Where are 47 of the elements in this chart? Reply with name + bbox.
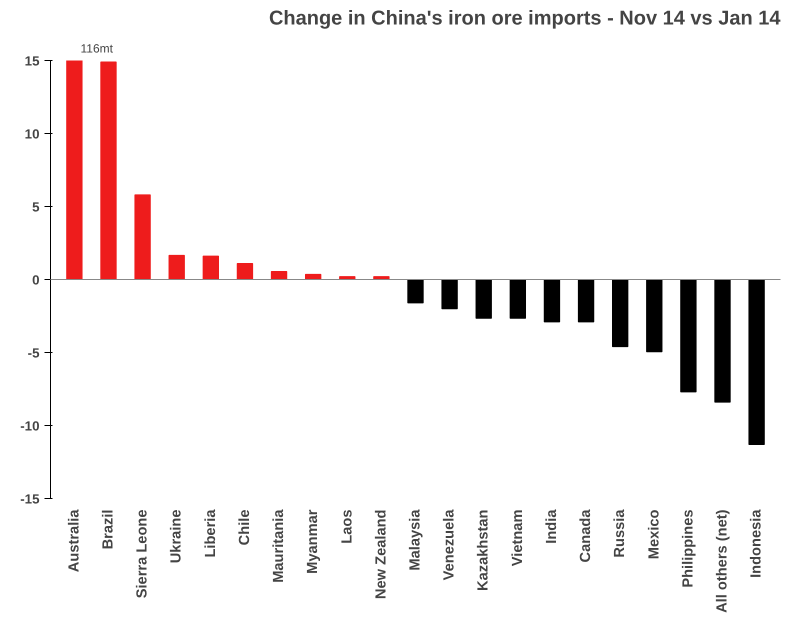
x-tick-label: Sierra Leone (134, 509, 151, 598)
x-tick-label: Venezuela (442, 508, 458, 580)
bar (510, 279, 526, 319)
y-tick-label: -5 (28, 346, 40, 360)
x-tick-label: Australia (66, 508, 82, 572)
y-tick-label: 5 (32, 200, 40, 214)
y-tick-label: 15 (24, 54, 40, 68)
bar (407, 279, 424, 304)
x-tick-label: Mexico (646, 509, 662, 560)
x-tick-label: Russia (612, 508, 628, 558)
bar (134, 194, 151, 280)
chart-title: Change in China's iron ore imports - Nov 14 vs Jan 14 (268, 8, 782, 30)
x-tick-label: Indonesia (748, 508, 765, 578)
y-tick-label: -15 (20, 492, 40, 506)
bar (544, 279, 560, 322)
bar (66, 60, 83, 280)
bar (748, 279, 765, 445)
y-tick-label: 10 (24, 126, 40, 142)
x-tick-label: New Zealand (373, 509, 390, 600)
bar (236, 262, 254, 280)
bar (646, 279, 662, 352)
x-tick-label: Philippines (680, 509, 696, 588)
x-tick-label: Kazakhstan (476, 509, 492, 591)
x-tick-label: Laos (339, 509, 356, 544)
x-tick-label: Canada (578, 508, 594, 562)
bar (168, 254, 185, 280)
x-tick-label: Ukraine (168, 509, 185, 564)
text: 116mt (80, 42, 114, 56)
bar (714, 279, 731, 403)
y-tick-label: 0 (32, 272, 40, 288)
x-tick-label: India (544, 508, 560, 544)
bar (441, 279, 458, 310)
x-tick-label: Chile (236, 509, 253, 546)
bar (476, 279, 492, 319)
x-tick-label: Myanmar (305, 509, 322, 574)
bar (680, 279, 697, 392)
x-tick-label: Brazil (100, 509, 116, 550)
y-tick-label: -10 (20, 418, 40, 434)
bar (612, 279, 628, 348)
bar (100, 61, 117, 280)
x-tick-label: Liberia (202, 508, 219, 558)
x-tick-label: Malaysia (408, 508, 424, 571)
x-tick-label: All others (net) (714, 509, 731, 613)
x-tick-label: Mauritania (271, 508, 288, 583)
bar (578, 279, 594, 322)
x-tick-label: Vietnam (510, 510, 526, 566)
bar (202, 256, 219, 280)
